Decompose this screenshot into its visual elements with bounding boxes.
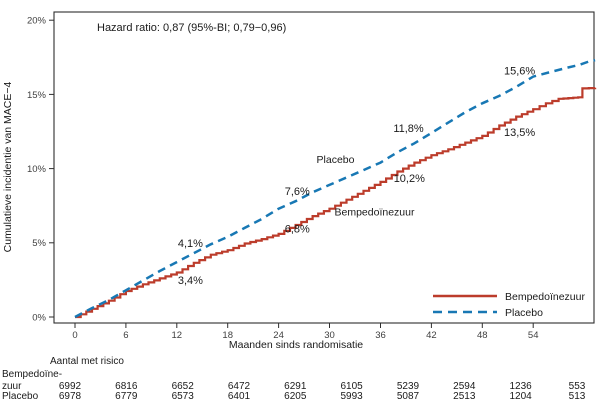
risk-value: 5239: [397, 381, 420, 392]
x-tick-label: 42: [426, 330, 437, 341]
risk-value: 6978: [59, 391, 82, 402]
risk-value: 6573: [172, 391, 195, 402]
curve-value-label: 3,4%: [178, 275, 203, 287]
bempedoinezuur-curve: [75, 87, 597, 319]
legend-bempedoinezuur-label: Bempedoïnezuur: [505, 291, 585, 303]
risk-value: 2513: [453, 391, 476, 402]
risk-row-label-bempedoinezuur-line2: zuur: [2, 381, 22, 392]
curves: [74, 58, 597, 319]
y-tick-label: 0%: [32, 312, 46, 323]
y-tick-label: 15%: [27, 90, 47, 101]
x-axis-title: Maanden sinds randomisatie: [229, 339, 363, 351]
x-tick-label: 12: [172, 330, 183, 341]
curve-value-label: 11,8%: [393, 123, 424, 135]
curve-value-label: 4,1%: [178, 238, 203, 250]
placebo-curve: [74, 58, 596, 319]
x-tick-label: 54: [528, 330, 539, 341]
risk-value: 513: [569, 391, 586, 402]
axis-ticks: 0 6 12 18 24 30 36 42 48 54 0% 5% 10% 15% 20%: [27, 16, 539, 341]
risk-value: 6291: [284, 381, 307, 392]
curve-value-label: 7,6%: [285, 186, 310, 198]
risk-value: 6105: [340, 381, 363, 392]
risk-value: 6652: [172, 381, 195, 392]
risk-value: 6205: [284, 391, 307, 402]
y-axis-title: Cumulatieve incidentie van MACE−4: [2, 81, 14, 252]
risk-value: 5993: [340, 391, 363, 402]
y-tick-label: 20%: [27, 16, 47, 27]
curve-value-label: 13,5%: [504, 127, 535, 139]
curve-value-labels: 3,4% 4,1% 6,8% 7,6% 10,2% 11,8% 13,5% 15,6% Plac…: [178, 66, 536, 287]
risk-value: 2594: [453, 381, 476, 392]
legend-placebo-label: Placebo: [505, 307, 543, 319]
x-tick-label: 36: [375, 330, 386, 341]
risk-value: 6472: [228, 381, 251, 392]
curve-value-label: 15,6%: [504, 66, 535, 78]
risk-row-label-bempedoinezuur-line1: Bempedoïne-: [2, 369, 62, 380]
curve-value-label: 6,8%: [285, 224, 310, 236]
risk-table: Aantal met risico Bempedoïne- zuur Place…: [2, 356, 586, 402]
x-tick-label: 48: [477, 330, 488, 341]
risk-value: 5087: [397, 391, 420, 402]
risk-value: 1236: [509, 381, 532, 392]
hazard-ratio-annotation: Hazard ratio: 0,87 (95%-BI; 0,79−0,96): [97, 22, 286, 34]
x-tick-label: 18: [222, 330, 233, 341]
series-inline-label: Bempedoïnezuur: [335, 207, 415, 219]
legend: Bempedoïnezuur Placebo: [433, 291, 585, 319]
x-tick-label: 24: [273, 330, 284, 341]
x-tick-label: 0: [72, 330, 77, 341]
y-tick-label: 10%: [27, 164, 47, 175]
risk-value: 553: [569, 381, 586, 392]
plot-border: [53, 11, 595, 324]
x-tick-label: 6: [123, 330, 128, 341]
risk-row-label-placebo: Placebo: [2, 391, 39, 402]
risk-value: 6779: [115, 391, 138, 402]
risk-value: 6992: [59, 381, 82, 392]
risk-table-values: 6992 6816 6652 6472 6291 6105 5239 2594 1236 553 6…: [59, 381, 586, 402]
risk-value: 6816: [115, 381, 138, 392]
curve-value-label: 10,2%: [394, 173, 425, 185]
y-tick-label: 5%: [32, 238, 46, 249]
risk-value: 6401: [228, 391, 251, 402]
risk-value: 1204: [509, 391, 532, 402]
series-inline-label: Placebo: [317, 154, 355, 166]
risk-table-title: Aantal met risico: [50, 356, 124, 367]
x-tick-label: 30: [324, 330, 335, 341]
